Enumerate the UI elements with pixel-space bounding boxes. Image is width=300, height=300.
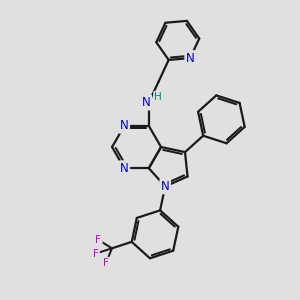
Text: N: N xyxy=(120,162,129,175)
Text: F: F xyxy=(103,258,109,268)
Text: N: N xyxy=(161,180,170,193)
Text: N: N xyxy=(142,96,151,109)
Text: N: N xyxy=(186,52,194,64)
Text: N: N xyxy=(120,119,129,132)
Text: H: H xyxy=(154,92,162,102)
Text: F: F xyxy=(93,249,99,259)
Text: F: F xyxy=(95,235,101,245)
